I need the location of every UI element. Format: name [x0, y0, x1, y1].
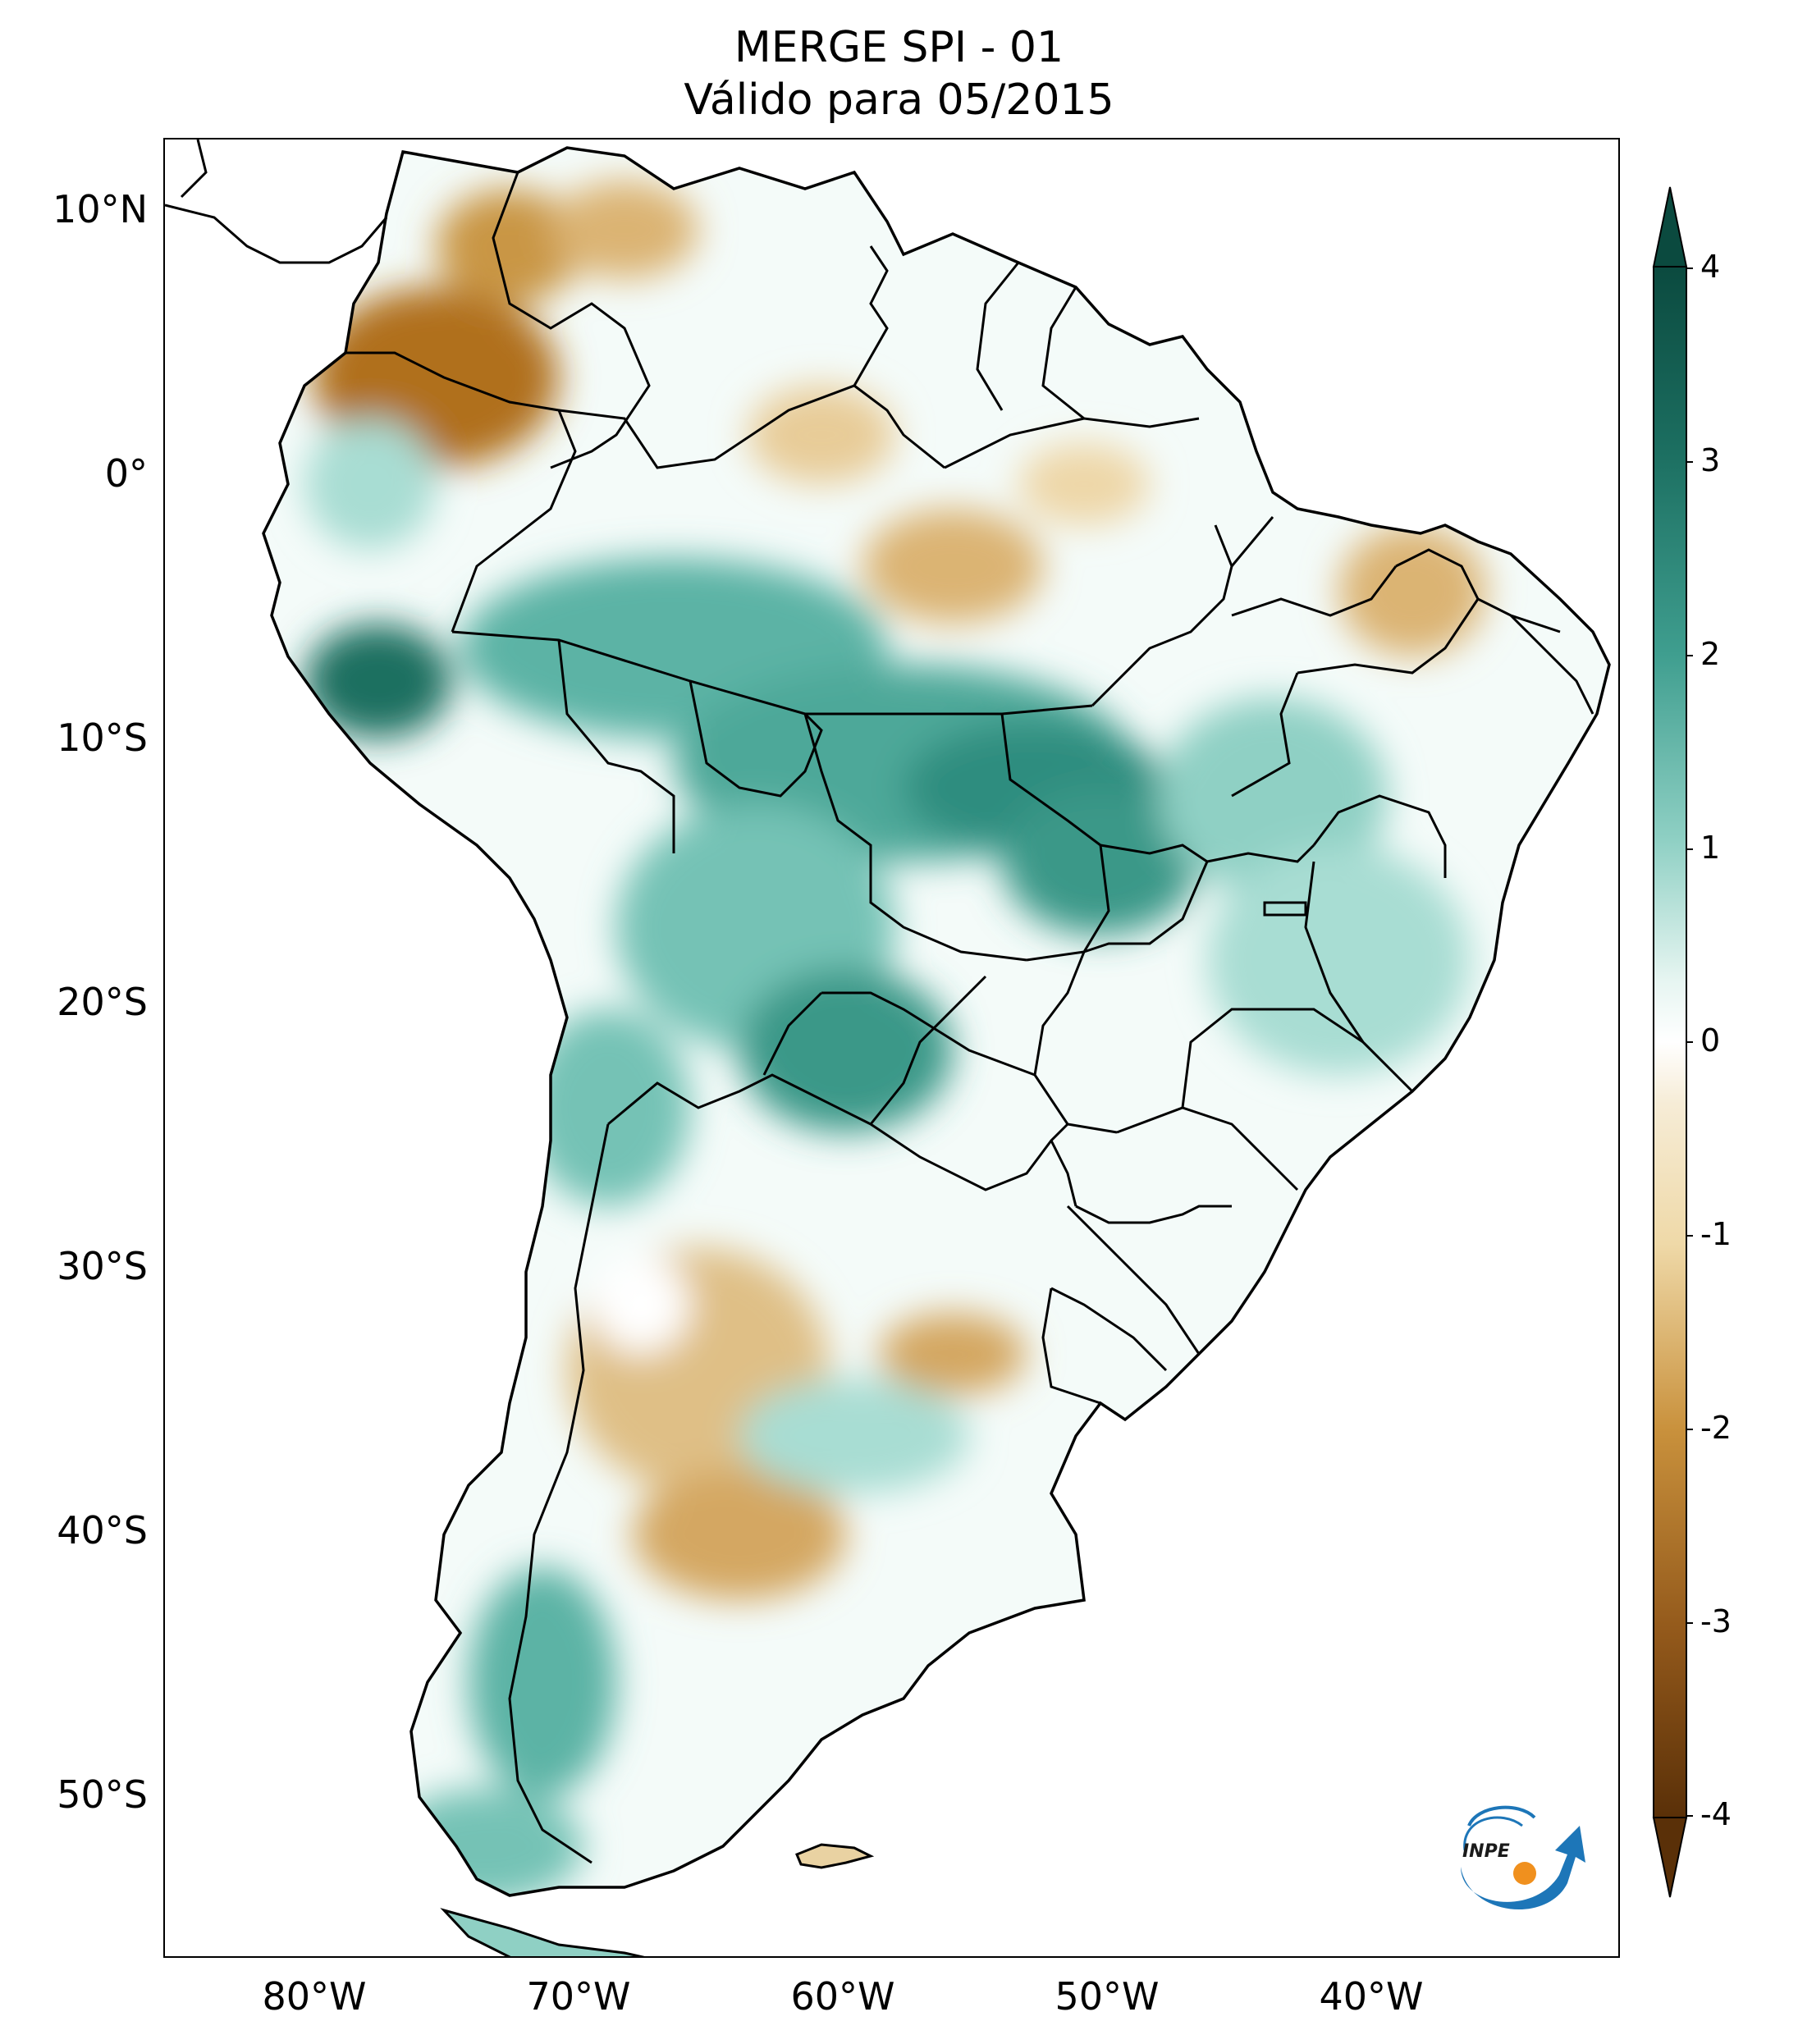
coastline	[262, 146, 1611, 1897]
central-america-coast	[165, 203, 388, 264]
colorbar-tick-neg3: -3	[1700, 1603, 1732, 1639]
political-borders	[345, 171, 1594, 1864]
colorbar-tick-neg4: -4	[1700, 1796, 1732, 1832]
falkland-islands	[795, 1843, 875, 1869]
lat-label-50s: 50°S	[57, 1772, 148, 1817]
tierra-del-fuego	[440, 1908, 645, 1956]
map-subtitle: Válido para 05/2015	[684, 75, 1114, 125]
colorbar-tick-neg2: -2	[1700, 1410, 1732, 1446]
colorbar-tick-1: 1	[1700, 830, 1721, 866]
map-panel	[163, 138, 1620, 1958]
lat-label-30s: 30°S	[57, 1244, 148, 1288]
colorbar-tick-2: 2	[1700, 636, 1721, 672]
lon-label-80w: 80°W	[262, 1974, 367, 2019]
lat-label-40s: 40°S	[57, 1508, 148, 1552]
colorbar-max-extend	[1652, 186, 1688, 268]
colorbar-tick-neg1: -1	[1700, 1216, 1732, 1252]
inpe-logo-text: INPE	[1462, 1841, 1510, 1862]
lon-label-50w: 50°W	[1055, 1974, 1160, 2019]
lat-label-20s: 20°S	[57, 980, 148, 1024]
inpe-logo: INPE	[1461, 1805, 1585, 1910]
south-america-spi-map	[165, 139, 1611, 1956]
spi-colorbar	[1652, 186, 1693, 1898]
colorbar-tick-3: 3	[1700, 442, 1721, 478]
lat-label-0: 0°	[104, 451, 148, 496]
colorbar-min-extend	[1652, 1817, 1688, 1898]
map-title: MERGE SPI - 01	[734, 23, 1064, 72]
lon-label-40w: 40°W	[1319, 1974, 1424, 2019]
lon-label-70w: 70°W	[526, 1974, 631, 2019]
colorbar-tick-4: 4	[1700, 249, 1721, 285]
spi-field	[263, 148, 1609, 1895]
lat-label-10s: 10°S	[57, 716, 148, 760]
colorbar-tick-0: 0	[1700, 1022, 1721, 1059]
lon-label-60w: 60°W	[790, 1974, 895, 2019]
central-america-border	[180, 139, 208, 199]
lat-label-10n: 10°N	[53, 187, 148, 231]
colorbar-gradient	[1653, 266, 1687, 1818]
